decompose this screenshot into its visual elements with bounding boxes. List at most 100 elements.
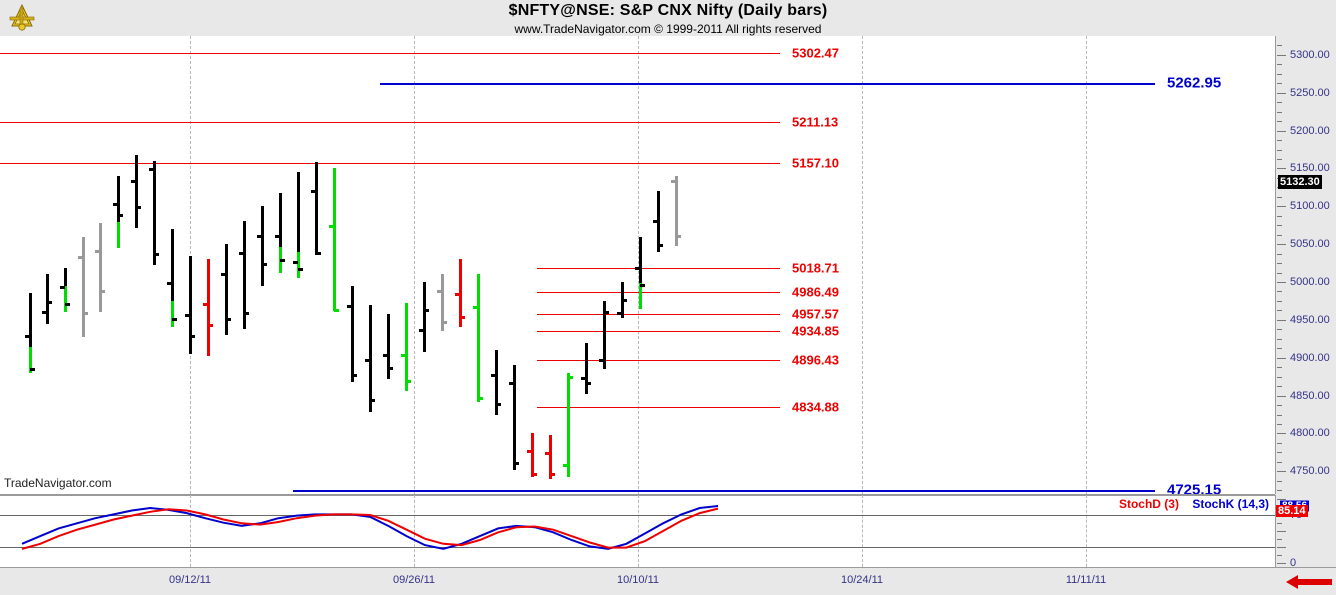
ohlc-bar[interactable] <box>635 236 645 309</box>
ohlc-bar[interactable] <box>275 192 285 273</box>
ohlc-bar[interactable] <box>617 282 627 319</box>
price-level-line[interactable] <box>0 122 780 124</box>
ohlc-bar[interactable] <box>545 434 555 479</box>
ohlc-bar[interactable] <box>473 274 483 402</box>
ohlc-bar-stem <box>207 259 210 357</box>
ohlc-bar[interactable] <box>509 365 519 470</box>
stochastic-indicator-pane[interactable]: StochD (3) StochK (14,3) <box>0 495 1275 567</box>
price-level-label: 4725.15 <box>1167 481 1222 495</box>
indicator-axis-tick <box>1277 523 1282 524</box>
ohlc-bar-stem <box>369 304 372 413</box>
price-chart-pane[interactable]: TradeNavigator.com 5302.47 5262.95 5211.13… <box>0 36 1275 495</box>
price-axis-label: 5000.00 <box>1290 276 1330 289</box>
price-level-line[interactable] <box>537 314 780 316</box>
ohlc-bar-stem <box>261 206 264 286</box>
ohlc-close-tick <box>154 253 159 257</box>
ohlc-bar[interactable] <box>221 244 231 335</box>
watermark: TradeNavigator.com <box>4 476 112 490</box>
price-level-line[interactable] <box>293 490 1155 493</box>
ohlc-bar[interactable] <box>293 172 303 279</box>
ohlc-bar[interactable] <box>185 255 195 354</box>
price-level-line[interactable] <box>537 407 780 409</box>
indicator-axis-tick <box>1277 539 1282 540</box>
price-axis-tick <box>1277 452 1282 454</box>
ohlc-open-tick <box>563 463 568 467</box>
ohlc-bar-stem <box>297 172 300 279</box>
price-axis-tick <box>1277 64 1282 66</box>
ohlc-close-tick <box>352 374 357 378</box>
ohlc-open-tick <box>293 260 298 264</box>
ohlc-close-tick <box>550 472 555 476</box>
scroll-right-arrow-icon[interactable] <box>1286 574 1332 595</box>
price-level-line[interactable] <box>537 360 780 362</box>
ohlc-bar[interactable] <box>383 313 393 379</box>
price-axis-tick <box>1277 357 1286 359</box>
ohlc-bar[interactable] <box>347 285 357 382</box>
price-level-line[interactable] <box>537 331 780 333</box>
ohlc-close-tick <box>316 251 321 255</box>
ohlc-bar[interactable] <box>311 162 321 255</box>
ohlc-bar[interactable] <box>581 342 591 395</box>
ohlc-bar[interactable] <box>239 221 249 329</box>
ohlc-close-tick <box>532 472 537 476</box>
ohlc-bar[interactable] <box>653 191 663 252</box>
time-axis[interactable]: 09/12/11 09/26/11 10/10/11 10/24/11 11/11/11 <box>0 567 1336 595</box>
ohlc-close-tick <box>298 268 303 272</box>
ohlc-bar-close-segment <box>117 221 120 248</box>
time-axis-label: 11/11/11 <box>1065 574 1107 586</box>
vertical-gridline <box>638 36 639 494</box>
ohlc-bar-close-segment <box>64 286 67 313</box>
price-axis-tick <box>1277 480 1282 482</box>
price-level-line[interactable] <box>0 163 780 165</box>
ohlc-bar[interactable] <box>25 293 35 373</box>
ohlc-bar[interactable] <box>437 274 447 332</box>
price-axis-tick <box>1277 272 1282 274</box>
indicator-axis[interactable]: 75088.5685.14 <box>1275 495 1336 567</box>
price-axis-label: 5300.00 <box>1290 48 1330 61</box>
ohlc-bar[interactable] <box>78 236 88 337</box>
price-axis-tick <box>1277 54 1286 56</box>
price-axis[interactable]: 5300.00 5250.00 5200.00 5150.00 5100.00 5050.… <box>1275 36 1336 494</box>
ohlc-close-tick <box>388 366 393 370</box>
ohlc-open-tick <box>149 168 154 172</box>
ohlc-bar[interactable] <box>563 372 573 478</box>
price-level-line[interactable] <box>537 267 780 269</box>
ohlc-bar-stem <box>513 365 516 470</box>
ohlc-close-tick <box>226 318 231 322</box>
indicator-axis-tick <box>1277 531 1286 532</box>
ohlc-bar[interactable] <box>42 274 52 324</box>
ohlc-bar[interactable] <box>419 282 429 352</box>
price-level-line[interactable] <box>380 82 1155 85</box>
ohlc-open-tick <box>365 359 370 363</box>
ohlc-open-tick <box>473 306 478 310</box>
ohlc-bar[interactable] <box>365 304 375 413</box>
ohlc-bar[interactable] <box>203 259 213 357</box>
price-level-line[interactable] <box>0 53 780 55</box>
price-level-line[interactable] <box>537 292 780 294</box>
price-axis-tick <box>1277 111 1282 113</box>
ohlc-open-tick <box>401 353 406 357</box>
ohlc-bar[interactable] <box>491 350 501 415</box>
ohlc-bar[interactable] <box>113 176 123 248</box>
oscillator-line <box>21 507 719 550</box>
ohlc-open-tick <box>329 225 334 229</box>
ohlc-bar[interactable] <box>527 433 537 478</box>
price-axis-label: 5250.00 <box>1290 86 1330 99</box>
price-level-label: 5211.13 <box>792 114 839 130</box>
ohlc-open-tick <box>509 381 514 385</box>
ohlc-bar[interactable] <box>599 300 609 370</box>
ohlc-bar[interactable] <box>455 259 465 328</box>
ohlc-bar[interactable] <box>401 303 411 392</box>
ohlc-close-tick <box>586 381 591 385</box>
ohlc-bar[interactable] <box>167 229 177 328</box>
ohlc-bar[interactable] <box>95 222 105 313</box>
ohlc-bar[interactable] <box>60 268 70 313</box>
ohlc-open-tick <box>527 450 532 454</box>
ohlc-bar[interactable] <box>671 176 681 246</box>
ohlc-bar[interactable] <box>329 168 339 313</box>
ohlc-close-tick <box>514 462 519 466</box>
ohlc-bar[interactable] <box>149 160 159 266</box>
ohlc-open-tick <box>419 328 424 332</box>
ohlc-bar[interactable] <box>257 206 267 286</box>
ohlc-bar[interactable] <box>131 154 141 228</box>
